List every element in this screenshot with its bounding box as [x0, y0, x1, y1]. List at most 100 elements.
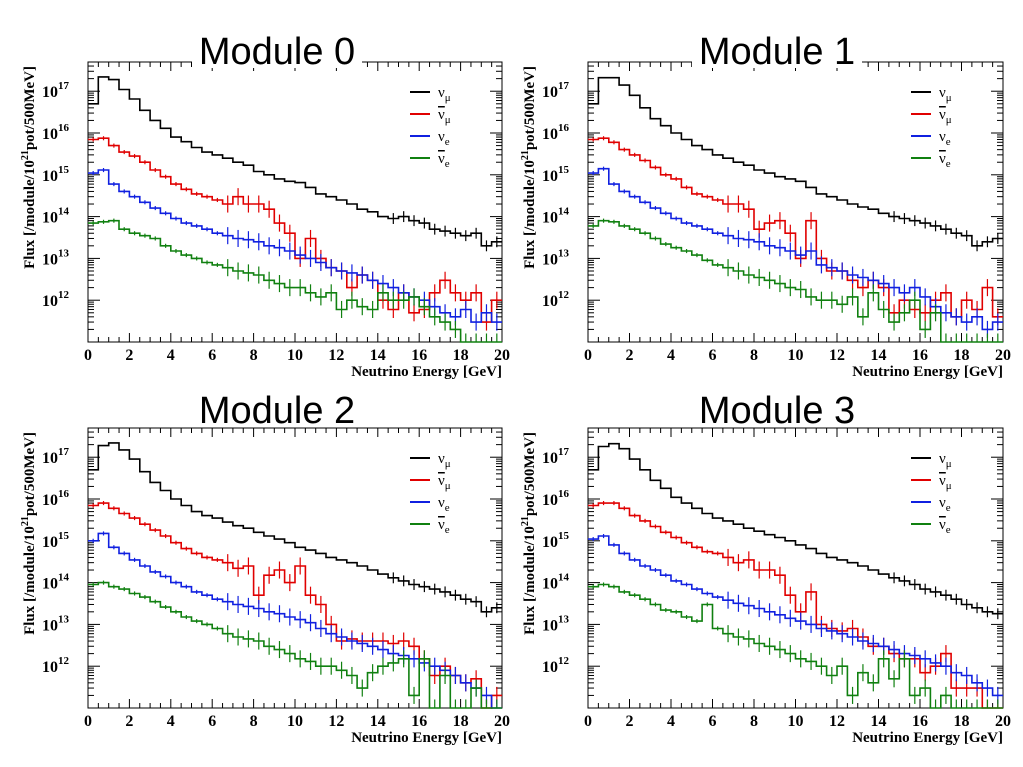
x-tick-label: 4: [167, 713, 175, 730]
legend-label: νe: [939, 129, 951, 148]
x-tick-label: 20: [494, 713, 510, 730]
y-axis-label: Flux [/module/1021pot/500MeV]: [520, 432, 538, 635]
x-tick-label: 20: [995, 713, 1011, 730]
x-tick-label: 6: [208, 713, 216, 730]
legend-label: νe: [438, 495, 450, 514]
y-tick-label: 1012: [542, 289, 570, 310]
x-tick-label: 4: [167, 347, 175, 364]
legend-label: νe: [939, 517, 951, 536]
x-tick-label: 12: [328, 713, 344, 730]
x-tick-label: 6: [208, 347, 216, 364]
x-tick-label: 16: [411, 713, 427, 730]
x-tick-label: 10: [788, 713, 804, 730]
y-axis-label: Flux [/module/1021pot/500MeV]: [520, 66, 538, 269]
x-tick-label: 10: [287, 713, 303, 730]
x-tick-label: 18: [954, 347, 970, 364]
title-box: [692, 28, 862, 68]
x-tick-label: 2: [626, 347, 634, 364]
y-axis-label: Flux [/module/1021pot/500MeV]: [20, 66, 38, 269]
legend-label: νe: [438, 129, 450, 148]
chart-panel: 0 2 4 6 8 10 12 14 16 18 2010121013101410151016101…: [20, 28, 510, 380]
y-tick-label: 1015: [542, 530, 570, 551]
y-tick-label: 1014: [542, 206, 570, 227]
x-tick-label: 0: [84, 713, 92, 730]
x-tick-label: 10: [287, 347, 303, 364]
y-tick-label: 1016: [42, 488, 70, 509]
y-tick-label: 1014: [42, 572, 70, 593]
series-line: [88, 581, 502, 709]
y-tick-label: 1012: [542, 655, 570, 676]
chart-title: Module 3: [699, 390, 855, 432]
legend-label: νe: [438, 517, 450, 536]
y-tick-label: 1013: [42, 613, 70, 634]
y-tick-label: 1017: [42, 446, 70, 467]
chart-panel: 0 2 4 6 8 10 12 14 16 18 2010121013101410151016101…: [520, 387, 1011, 746]
legend-label: νμ: [438, 451, 451, 470]
chart-panel: 0 2 4 6 8 10 12 14 16 18 2010121013101410151016101…: [20, 387, 510, 746]
x-tick-label: 8: [750, 713, 758, 730]
x-tick-label: 14: [370, 347, 386, 364]
x-tick-label: 0: [584, 347, 592, 364]
y-tick-label: 1017: [542, 446, 570, 467]
x-axis-label: Neutrino Energy [GeV]: [351, 364, 502, 380]
chart-panel: 0 2 4 6 8 10 12 14 16 18 2010121013101410151016101…: [520, 28, 1011, 380]
legend-label: νμ: [939, 107, 952, 126]
x-tick-label: 2: [626, 713, 634, 730]
chart-title: Module 0: [199, 31, 355, 73]
x-axis-label: Neutrino Energy [GeV]: [351, 730, 502, 746]
title-box: [192, 28, 362, 68]
x-tick-label: 20: [995, 347, 1011, 364]
x-tick-label: 4: [667, 347, 675, 364]
x-tick-label: 8: [750, 347, 758, 364]
series-line: [88, 169, 502, 323]
y-tick-label: 1015: [42, 164, 70, 185]
series-line: [588, 167, 1003, 331]
x-tick-label: 0: [84, 347, 92, 364]
title-box: [192, 387, 362, 427]
chart-title: Module 1: [699, 31, 855, 73]
y-tick-label: 1017: [542, 80, 570, 101]
series-line: [588, 137, 1003, 318]
x-tick-label: 12: [829, 713, 845, 730]
series-line: [88, 442, 502, 613]
x-tick-label: 16: [912, 347, 928, 364]
legend-label: νe: [438, 151, 450, 170]
y-tick-label: 1016: [42, 122, 70, 143]
x-axis-label: Neutrino Energy [GeV]: [852, 730, 1003, 746]
series-line: [88, 219, 502, 343]
title-box: [692, 387, 862, 427]
y-tick-label: 1016: [542, 122, 570, 143]
y-tick-label: 1013: [42, 247, 70, 268]
x-tick-label: 12: [328, 347, 344, 364]
x-tick-label: 18: [453, 713, 469, 730]
legend-label: νμ: [438, 473, 451, 492]
x-tick-label: 10: [788, 347, 804, 364]
x-tick-label: 2: [125, 713, 133, 730]
y-axis-label: Flux [/module/1021pot/500MeV]: [20, 432, 38, 635]
x-tick-label: 14: [871, 347, 887, 364]
legend-label: νμ: [438, 85, 451, 104]
x-tick-label: 8: [250, 713, 258, 730]
x-tick-label: 6: [709, 713, 717, 730]
x-tick-label: 0: [584, 713, 592, 730]
x-tick-label: 16: [912, 713, 928, 730]
y-tick-label: 1015: [542, 164, 570, 185]
y-tick-label: 1013: [542, 247, 570, 268]
series-line: [88, 137, 502, 323]
series-line: [588, 442, 1003, 615]
legend-label: νe: [939, 495, 951, 514]
legend-label: νμ: [939, 451, 952, 470]
x-axis-label: Neutrino Energy [GeV]: [852, 364, 1003, 380]
x-tick-label: 20: [494, 347, 510, 364]
chart-title: Module 2: [199, 390, 355, 432]
x-tick-label: 8: [250, 347, 258, 364]
y-tick-label: 1012: [42, 289, 70, 310]
series-line: [588, 535, 1003, 697]
y-tick-label: 1015: [42, 530, 70, 551]
y-tick-label: 1017: [42, 80, 70, 101]
y-tick-label: 1016: [542, 488, 570, 509]
x-tick-label: 2: [125, 347, 133, 364]
legend-label: νμ: [939, 85, 952, 104]
x-tick-label: 16: [411, 347, 427, 364]
